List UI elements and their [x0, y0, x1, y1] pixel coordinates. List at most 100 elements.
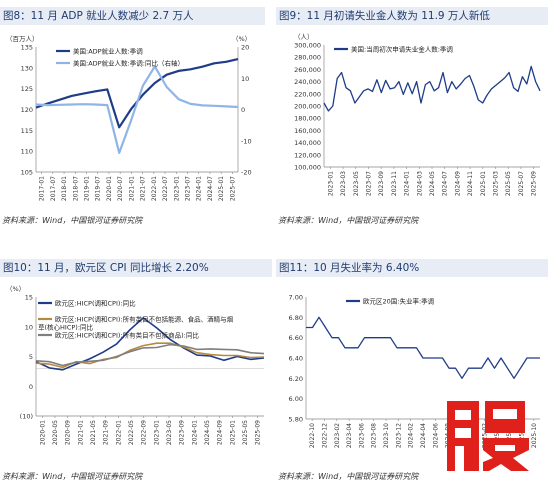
y-right-tick-label: -10	[241, 137, 252, 145]
y-right-tick-label: 0	[241, 106, 245, 114]
y-tick-label: 6.80	[289, 314, 303, 322]
x-tick-label: 2023-07	[365, 171, 372, 196]
y-tick-label: 280,000	[294, 54, 321, 62]
x-tick-label: 2024-06	[432, 423, 439, 448]
x-tick-label: 2024-01	[404, 171, 411, 196]
y-tick-label: 120	[21, 106, 33, 114]
x-tick-label: 2022-09	[141, 420, 148, 445]
x-tick-label: 2023-05	[166, 420, 173, 445]
x-tick-label: 2025-07	[229, 176, 236, 201]
y-tick-label: 260,000	[294, 66, 321, 74]
x-tick-label: 2025-06	[506, 423, 513, 448]
x-tick-label: 2025-04	[494, 423, 501, 448]
x-tick-label: 2024-07	[442, 171, 449, 196]
x-tick-label: 2024-01	[191, 420, 198, 445]
stock-logo-stamp	[443, 398, 531, 474]
x-tick-label: 2023-01	[327, 171, 334, 196]
x-tick-label: 2021-09	[103, 420, 110, 445]
legend-label: 欧元区20国:失业率:季调	[363, 297, 434, 306]
x-tick-label: 2025-07	[518, 171, 525, 196]
x-tick-label: 2023-08	[371, 423, 378, 448]
series-line-0	[35, 58, 239, 129]
y-unit-label: （人）	[294, 33, 314, 41]
x-tick-label: 2021-05	[90, 420, 97, 445]
x-tick-label: 2025-05	[505, 171, 512, 196]
stamp-icon	[447, 401, 529, 471]
x-tick-label: 2025-05	[242, 420, 249, 445]
x-tick-label: 2020-09	[65, 420, 72, 445]
x-tick-label: 2018-01	[61, 176, 68, 201]
x-tick-label: 2025-09	[531, 171, 538, 196]
y-tick-label: 6.20	[289, 375, 303, 383]
x-tick-label: 2020-05	[52, 420, 59, 445]
panel-jobless-claims: 图9：11 月初请失业金人数为 11.9 万人新低 100,000 120,000…	[276, 7, 548, 227]
x-tick-label: 2023-03	[340, 171, 347, 196]
x-tick-label: 2023-12	[395, 423, 402, 448]
y-right-tick-label: 10	[241, 75, 249, 83]
x-tick-label: 2022-01	[115, 420, 122, 445]
series-line-0	[323, 65, 541, 112]
x-tick-label: 2023-01	[153, 420, 160, 445]
y-tick-label: 105	[21, 169, 33, 177]
y-tick-label: 200,000	[294, 103, 321, 111]
y-tick-label: 300,000	[294, 42, 321, 50]
y-unit-label: （百万人）	[6, 35, 39, 43]
y-right-tick-label: 20	[241, 44, 249, 52]
chart-jobless-claims: 100,000 120,000 140,000 160,000 180,000 200,0…	[294, 33, 541, 196]
y-tick-label: 240,000	[294, 78, 321, 86]
y-tick-label: 120,000	[294, 151, 321, 159]
panel-adp: 图8：11 月 ADP 就业人数减少 2.7 万人 105 110 115 120 12…	[0, 7, 265, 227]
x-tick-label: 2024-03	[416, 171, 423, 196]
x-tick-label: 2023-06	[358, 423, 365, 448]
y-tick-label: 160,000	[294, 127, 321, 135]
chart-title: 图9：11 月初请失业金人数为 11.9 万人新低	[276, 7, 548, 25]
x-tick-label: 2023-10	[383, 423, 390, 448]
x-tick-label: 2021-07	[140, 176, 147, 201]
x-tick-label: 2023-09	[179, 420, 186, 445]
x-tick-label: 2019-07	[95, 176, 102, 201]
x-tick-label: 2022-10	[309, 423, 316, 448]
x-tick-label: 2025-01	[218, 176, 225, 201]
source-note: 资料来源：Wind，中国银河证券研究院	[2, 472, 143, 481]
legend-label: 美国:当周初次申请失业金人数:季调	[351, 45, 453, 54]
x-tick-label: 2024-04	[420, 423, 427, 448]
y-tick-label: 115	[21, 127, 33, 135]
x-tick-label: 2025-02	[482, 423, 489, 448]
x-tick-label: 2022-12	[321, 423, 328, 448]
y-right-unit-label: （%）	[232, 35, 251, 43]
x-tick-label: 2022-05	[128, 420, 135, 445]
x-tick-label: 2024-02	[408, 423, 415, 448]
source-note: 资料来源：Wind，中国银河证券研究院	[278, 216, 419, 225]
y-tick-label: 10	[25, 323, 33, 331]
series-line-0	[306, 316, 540, 379]
series-line-0	[35, 317, 265, 371]
legend-label: 欧元区:HICP(调和CPI):所有类目不包括能源、食品、酒精与烟草(核心HIC…	[38, 315, 234, 332]
x-tick-label: 2023-09	[378, 171, 385, 196]
series-line-1	[35, 65, 239, 155]
x-tick-label: 2024-05	[429, 171, 436, 196]
y-tick-label: 130	[21, 64, 33, 72]
x-tick-label: 2023-05	[353, 171, 360, 196]
y-tick-label: 220,000	[294, 90, 321, 98]
y-tick-label: 15	[25, 294, 33, 302]
x-tick-label: 2024-01	[196, 176, 203, 201]
x-tick-label: 2023-07	[185, 176, 192, 201]
y-tick-label: 140,000	[294, 139, 321, 147]
y-tick-label: 6.00	[289, 395, 303, 403]
x-tick-label: 2025-08	[519, 423, 526, 448]
chart-title: 图11：10 月失业率为 6.40%	[276, 259, 548, 277]
y-tick-label: 5	[29, 353, 33, 361]
x-tick-label: 2024-05	[204, 420, 211, 445]
legend-label: 美国:ADP就业人数:季调:同比（右轴）	[73, 59, 184, 68]
y-tick-label: 6.60	[289, 334, 303, 342]
x-tick-label: 2024-11	[467, 171, 474, 196]
x-tick-label: 2017-01	[39, 176, 46, 201]
x-tick-label: 2021-01	[128, 176, 135, 201]
y-tick-label: 6.40	[289, 355, 303, 363]
y-tick-label: 5.80	[289, 416, 303, 424]
x-tick-label: 2022-01	[151, 176, 158, 201]
x-tick-label: 2022-07	[162, 176, 169, 201]
x-tick-label: 2019-01	[84, 176, 91, 201]
x-tick-label: 2018-07	[72, 176, 79, 201]
x-tick-label: 2020-07	[117, 176, 124, 201]
